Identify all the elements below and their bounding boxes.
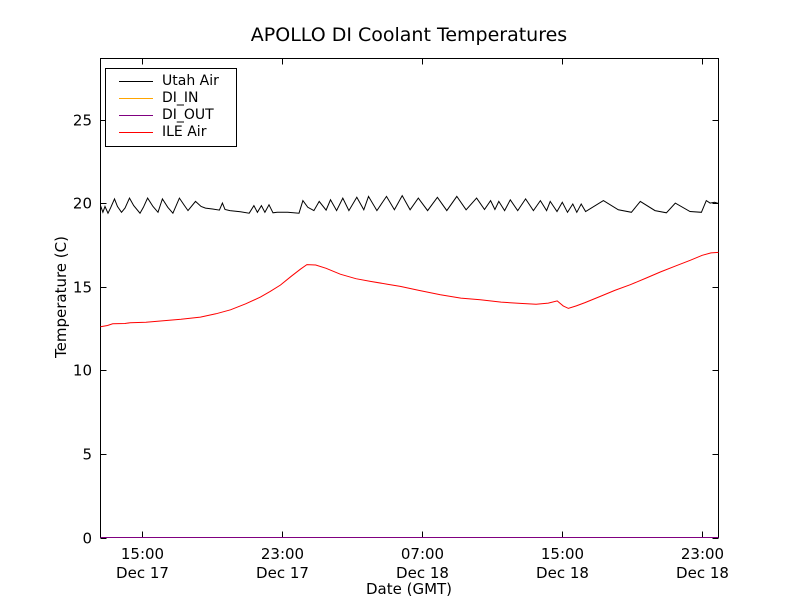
legend-label: Utah Air [162, 73, 219, 89]
y-tick-label: 15 [73, 279, 92, 297]
di-out-line-swatch-icon [119, 115, 153, 116]
x-tick-label-date: Dec 18 [676, 564, 729, 582]
legend-label: ILE Air [162, 124, 207, 140]
x-axis-label: Date (GMT) [366, 580, 452, 598]
x-tick-label-time: 23:00 [681, 545, 724, 563]
utah-air-line-swatch-icon [119, 81, 153, 82]
y-tick-label: 5 [82, 446, 92, 464]
x-tick-label-date: Dec 17 [116, 564, 169, 582]
series-line-utah-air [100, 194, 719, 215]
legend-entry-ile-air: ILE Air [106, 124, 236, 141]
di-in-line-swatch-icon [119, 98, 153, 99]
data-series [100, 194, 719, 538]
series-line-ile-air [100, 251, 719, 328]
y-tick-label: 25 [73, 112, 92, 130]
legend-label: DI_IN [162, 90, 199, 106]
x-tick-label-time: 15:00 [121, 545, 164, 563]
y-axis-label: Temperature (C) [52, 236, 70, 359]
ile-air-line-swatch-icon [119, 132, 153, 133]
legend-box: Utah Air DI_IN DI_OUT ILE Air [105, 68, 237, 147]
y-tick-label: 10 [73, 362, 92, 380]
x-tick-label-time: 07:00 [401, 545, 444, 563]
x-tick-label-date: Dec 17 [256, 564, 309, 582]
y-tick-label: 20 [73, 195, 92, 213]
x-tick-label-date: Dec 18 [396, 564, 449, 582]
y-tick-label: 0 [82, 530, 92, 548]
legend-entry-utah-air: Utah Air [106, 73, 236, 90]
legend-entry-di-out: DI_OUT [106, 107, 236, 124]
legend-label: DI_OUT [162, 107, 214, 123]
x-tick-label-time: 15:00 [541, 545, 584, 563]
legend-entry-di-in: DI_IN [106, 90, 236, 107]
x-tick-label-time: 23:00 [261, 545, 304, 563]
chart-title: APOLLO DI Coolant Temperatures [251, 24, 567, 46]
x-tick-label-date: Dec 18 [536, 564, 589, 582]
